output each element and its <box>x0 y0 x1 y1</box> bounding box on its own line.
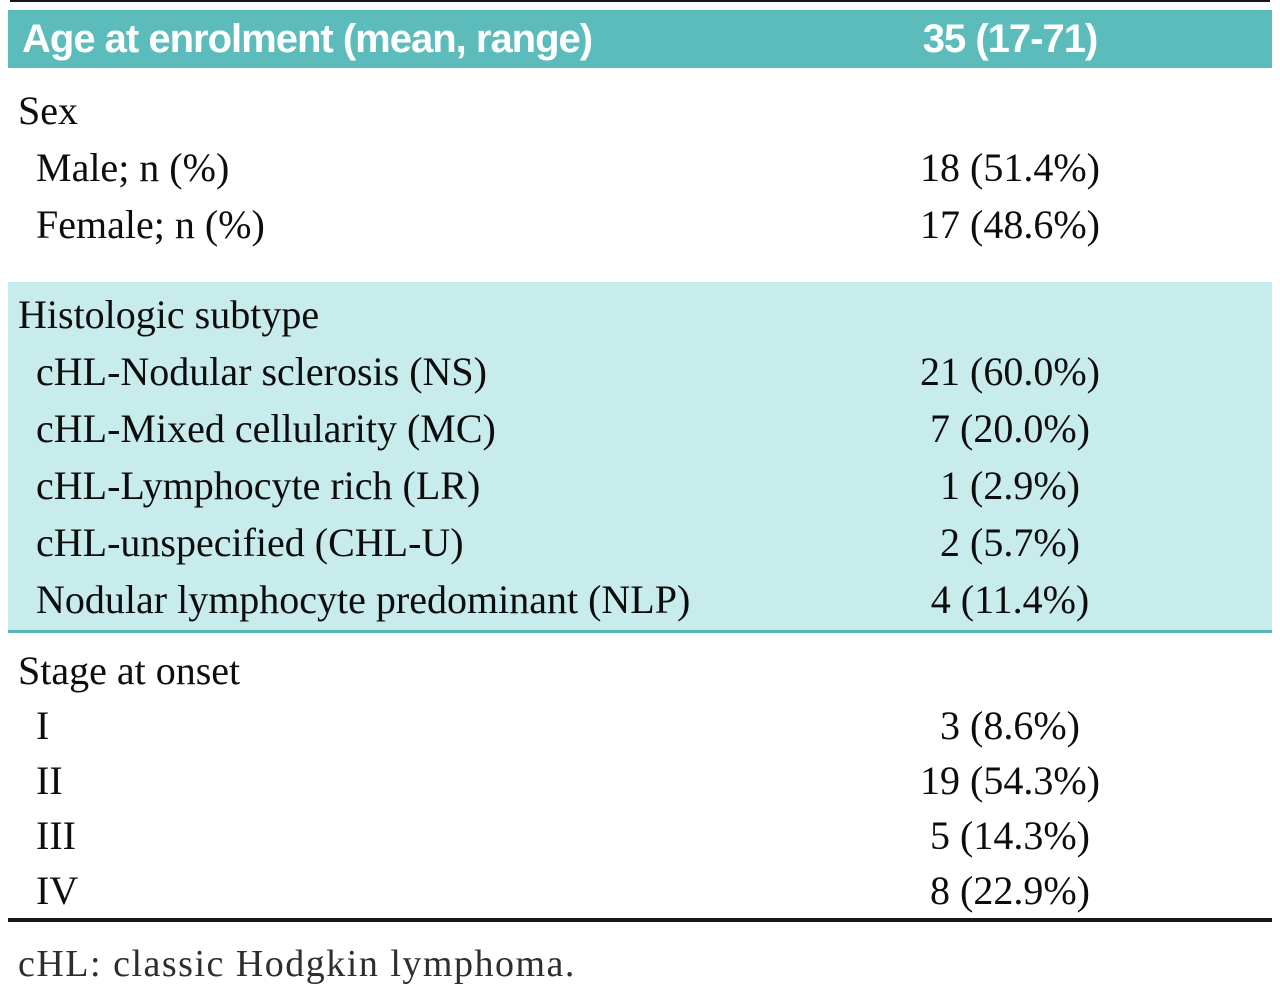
row-value: 21 (60.0%) <box>920 349 1100 394</box>
row-value: 4 (11.4%) <box>930 577 1090 622</box>
top-rule <box>10 0 1270 2</box>
table-row: I 3 (8.6%) <box>8 698 1272 753</box>
table-footnote: cHL: classic Hodgkin lymphoma. <box>18 943 576 985</box>
section-histologic-subtype: Histologic subtype cHL-Nodular sclerosis… <box>8 282 1272 633</box>
header-label: Age at enrolment (mean, range) <box>22 16 593 61</box>
table-row: Nodular lymphocyte predominant (NLP) 4 (… <box>8 571 1272 628</box>
table-header-row: Age at enrolment (mean, range) 35 (17-71… <box>8 10 1272 68</box>
row-label: cHL-unspecified (CHL-U) <box>36 520 464 565</box>
patient-characteristics-table: Age at enrolment (mean, range) 35 (17-71… <box>8 10 1272 986</box>
table-row: cHL-Nodular sclerosis (NS) 21 (60.0%) <box>8 343 1272 400</box>
row-value: 3 (8.6%) <box>940 703 1080 748</box>
row-label: cHL-Mixed cellularity (MC) <box>36 406 496 451</box>
row-value: 1 (2.9%) <box>940 463 1080 508</box>
row-label: III <box>36 813 76 858</box>
table-row: cHL-unspecified (CHL-U) 2 (5.7%) <box>8 514 1272 571</box>
table-row: Histologic subtype <box>8 286 1272 343</box>
section-sex: Sex Male; n (%) 18 (51.4%) Female; n (%)… <box>8 68 1272 282</box>
header-value: 35 (17-71) <box>922 16 1099 61</box>
row-value: 7 (20.0%) <box>930 406 1090 451</box>
row-value: 17 (48.6%) <box>920 202 1100 247</box>
row-label: Male; n (%) <box>36 145 230 190</box>
table-row: Sex <box>8 82 1272 139</box>
table-row: Stage at onset <box>8 643 1272 698</box>
row-value: 5 (14.3%) <box>930 813 1090 858</box>
row-label: cHL-Lymphocyte rich (LR) <box>36 463 481 508</box>
row-label: Nodular lymphocyte predominant (NLP) <box>36 577 691 622</box>
section-stage-at-onset: Stage at onset I 3 (8.6%) II 19 (54.3%) … <box>8 633 1272 918</box>
section-title: Histologic subtype <box>18 292 320 337</box>
table-row: II 19 (54.3%) <box>8 753 1272 808</box>
row-value: 18 (51.4%) <box>920 145 1100 190</box>
row-label: II <box>36 758 63 803</box>
row-value: 8 (22.9%) <box>930 868 1090 913</box>
row-label: I <box>36 703 50 748</box>
table-row: cHL-Mixed cellularity (MC) 7 (20.0%) <box>8 400 1272 457</box>
row-label: Female; n (%) <box>36 202 265 247</box>
table-row: Male; n (%) 18 (51.4%) <box>8 139 1272 196</box>
row-value: 19 (54.3%) <box>920 758 1100 803</box>
table-row: Female; n (%) 17 (48.6%) <box>8 196 1272 253</box>
row-value: 2 (5.7%) <box>940 520 1080 565</box>
table-row: cHL-Lymphocyte rich (LR) 1 (2.9%) <box>8 457 1272 514</box>
row-label: IV <box>36 868 79 913</box>
bottom-rule <box>8 918 1272 922</box>
section-title: Sex <box>18 88 78 133</box>
row-label: cHL-Nodular sclerosis (NS) <box>36 349 487 394</box>
table-row: IV 8 (22.9%) <box>8 863 1272 918</box>
section-title: Stage at onset <box>18 648 241 693</box>
table-row: III 5 (14.3%) <box>8 808 1272 863</box>
